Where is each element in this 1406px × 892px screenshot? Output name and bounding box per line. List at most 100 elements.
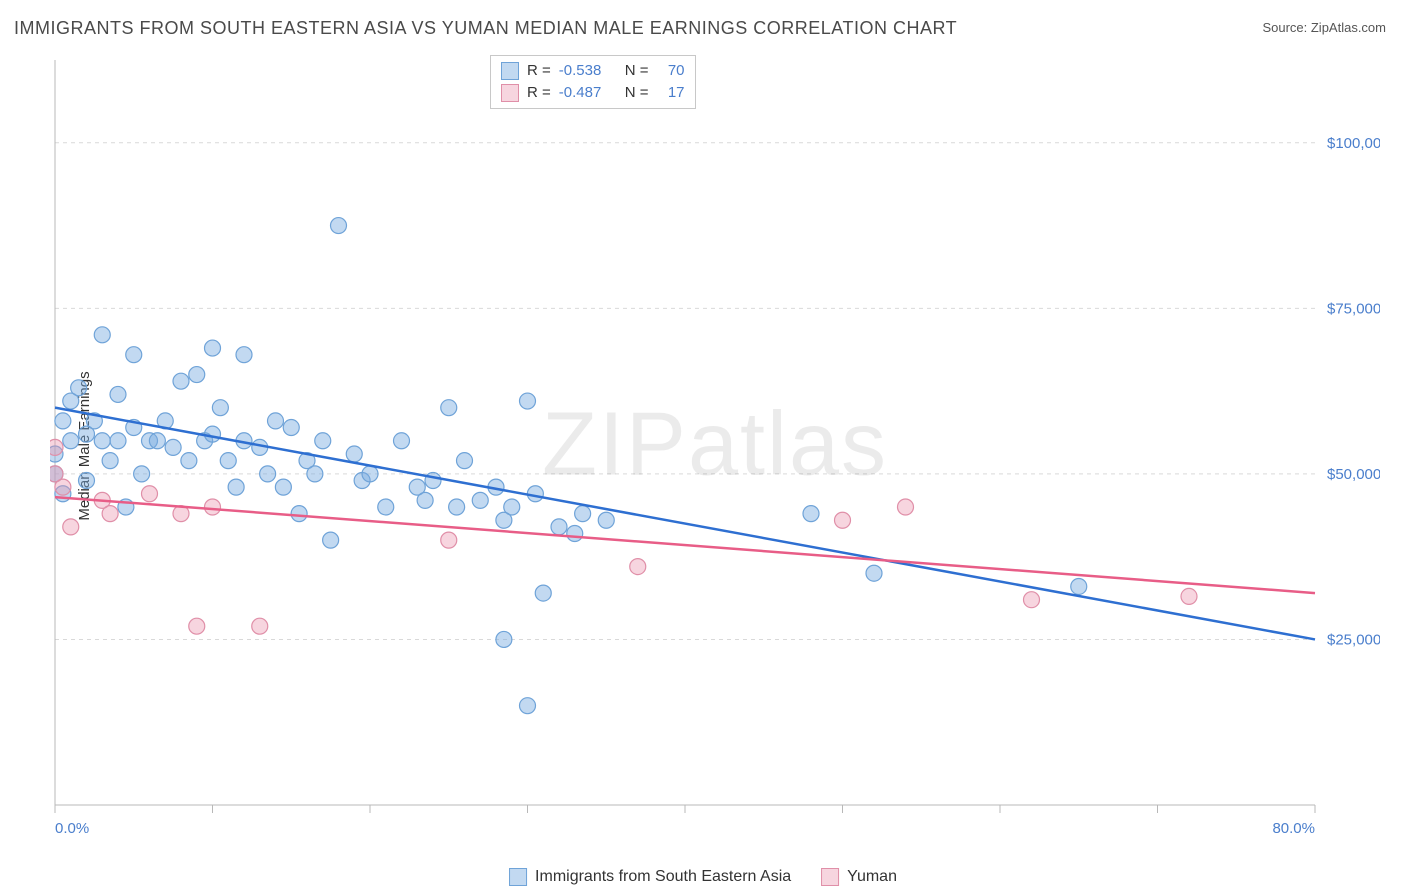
- data-point: [220, 453, 236, 469]
- r-label: R =: [527, 60, 551, 82]
- data-point: [575, 506, 591, 522]
- legend-item: Immigrants from South Eastern Asia: [509, 868, 791, 886]
- data-point: [189, 367, 205, 383]
- data-point: [71, 380, 87, 396]
- data-point: [275, 479, 291, 495]
- data-point: [212, 400, 228, 416]
- n-value: 70: [657, 60, 685, 82]
- data-point: [520, 393, 536, 409]
- data-point: [283, 420, 299, 436]
- n-label: N =: [625, 82, 649, 104]
- data-point: [260, 466, 276, 482]
- legend-swatch: [501, 84, 519, 102]
- data-point: [1181, 588, 1197, 604]
- x-tick-label: 0.0%: [55, 820, 89, 837]
- data-point: [110, 433, 126, 449]
- data-point: [205, 426, 221, 442]
- data-point: [50, 439, 63, 455]
- r-value: -0.538: [559, 60, 617, 82]
- data-point: [331, 218, 347, 234]
- data-point: [315, 433, 331, 449]
- data-point: [551, 519, 567, 535]
- data-point: [268, 413, 284, 429]
- r-value: -0.487: [559, 82, 617, 104]
- data-point: [291, 506, 307, 522]
- correlation-legend: R = -0.538 N = 70 R = -0.487 N = 17: [490, 55, 696, 109]
- data-point: [394, 433, 410, 449]
- data-point: [866, 565, 882, 581]
- source-attribution: Source: ZipAtlas.com: [1262, 20, 1386, 35]
- data-point: [323, 532, 339, 548]
- data-point: [457, 453, 473, 469]
- legend-label: Immigrants from South Eastern Asia: [535, 868, 791, 886]
- data-point: [94, 433, 110, 449]
- data-point: [441, 400, 457, 416]
- data-point: [449, 499, 465, 515]
- data-point: [496, 631, 512, 647]
- data-point: [165, 439, 181, 455]
- data-point: [189, 618, 205, 634]
- y-tick-label: $50,000: [1327, 466, 1380, 483]
- data-point: [94, 327, 110, 343]
- data-point: [803, 506, 819, 522]
- data-point: [1071, 578, 1087, 594]
- data-point: [102, 453, 118, 469]
- source-link[interactable]: ZipAtlas.com: [1311, 20, 1386, 35]
- y-tick-label: $25,000: [1327, 631, 1380, 648]
- data-point: [598, 512, 614, 528]
- data-point: [236, 347, 252, 363]
- data-point: [63, 519, 79, 535]
- data-point: [55, 413, 71, 429]
- scatter-chart: $25,000 $50,000 $75,000 $100,000 0.0% 80.0%: [50, 55, 1380, 845]
- n-label: N =: [625, 60, 649, 82]
- data-point: [134, 466, 150, 482]
- data-point: [378, 499, 394, 515]
- data-point: [835, 512, 851, 528]
- data-point: [567, 525, 583, 541]
- legend-swatch: [509, 868, 527, 886]
- data-point: [142, 486, 158, 502]
- data-point: [55, 479, 71, 495]
- source-prefix: Source:: [1262, 20, 1310, 35]
- data-point: [520, 698, 536, 714]
- data-point: [252, 618, 268, 634]
- data-point: [535, 585, 551, 601]
- plot-area: $25,000$50,000$75,000$100,0000.0%80.0% Z…: [50, 55, 1380, 845]
- data-point: [362, 466, 378, 482]
- data-point: [228, 479, 244, 495]
- data-point: [1024, 592, 1040, 608]
- data-point: [149, 433, 165, 449]
- r-label: R =: [527, 82, 551, 104]
- x-tick-label: 80.0%: [1272, 820, 1315, 837]
- legend-row: R = -0.538 N = 70: [501, 60, 685, 82]
- data-point: [79, 473, 95, 489]
- legend-item: Yuman: [821, 868, 897, 886]
- y-tick-label: $75,000: [1327, 300, 1380, 317]
- chart-title: IMMIGRANTS FROM SOUTH EASTERN ASIA VS YU…: [14, 18, 957, 39]
- data-point: [63, 433, 79, 449]
- data-point: [102, 506, 118, 522]
- legend-swatch: [821, 868, 839, 886]
- y-tick-label: $100,000: [1327, 135, 1380, 152]
- data-point: [346, 446, 362, 462]
- data-point: [307, 466, 323, 482]
- data-point: [417, 492, 433, 508]
- legend-swatch: [501, 62, 519, 80]
- data-point: [205, 499, 221, 515]
- data-point: [126, 347, 142, 363]
- data-point: [898, 499, 914, 515]
- n-value: 17: [657, 82, 685, 104]
- data-point: [181, 453, 197, 469]
- data-point: [205, 340, 221, 356]
- data-point: [173, 373, 189, 389]
- data-point: [441, 532, 457, 548]
- legend-row: R = -0.487 N = 17: [501, 82, 685, 104]
- data-point: [504, 499, 520, 515]
- data-point: [110, 386, 126, 402]
- data-point: [630, 559, 646, 575]
- trend-line: [55, 408, 1315, 640]
- trend-line: [55, 497, 1315, 593]
- data-point: [472, 492, 488, 508]
- legend-label: Yuman: [847, 868, 897, 886]
- series-legend: Immigrants from South Eastern Asia Yuman: [509, 868, 897, 886]
